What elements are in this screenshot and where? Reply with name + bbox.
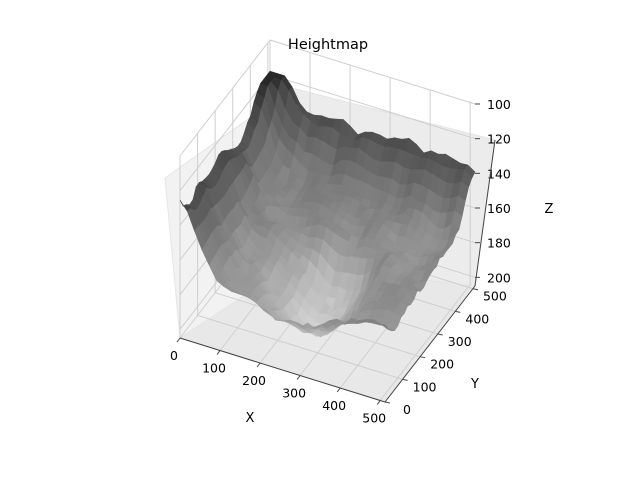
- x-tick-label: 0: [170, 348, 178, 363]
- y-tick-label: 100: [413, 379, 437, 394]
- x-tick-mark: [376, 400, 381, 405]
- x-tick-label: 200: [242, 373, 266, 388]
- x-axis-ticks: 0 100 200 300 400 500: [170, 337, 386, 426]
- x-tick-mark: [296, 375, 301, 380]
- y-tick-label: 0: [403, 402, 411, 417]
- y-tick-mark: [472, 288, 478, 291]
- z-axis-line: [474, 139, 496, 287]
- z-tick-label: 200: [487, 270, 511, 285]
- x-tick-mark: [176, 337, 181, 343]
- x-tick-mark: [336, 387, 341, 393]
- z-tick-label: 120: [487, 132, 511, 147]
- axis-lines: [179, 139, 496, 403]
- x-tick-label: 100: [202, 361, 226, 376]
- x-tick-label: 400: [322, 398, 346, 413]
- chart-title: Heightmap: [288, 37, 368, 53]
- surface-facet: [377, 323, 389, 330]
- y-tick-label: 500: [483, 289, 507, 304]
- z-tick-label: 160: [487, 201, 511, 216]
- x-axis-label: X: [246, 411, 255, 426]
- surface-plot: [179, 70, 476, 338]
- z-axis-ticks: 100 120 140 160 180 200: [475, 97, 511, 285]
- y-tick-label: 400: [465, 311, 489, 326]
- grid-line-z: [179, 39, 476, 157]
- z-tick-label: 100: [487, 97, 511, 112]
- y-tick-label: 300: [448, 334, 472, 349]
- y-tick-mark: [384, 401, 391, 404]
- x-axis-line: [179, 337, 386, 403]
- grid-line-x: [379, 102, 471, 401]
- x-tick-mark: [256, 362, 261, 368]
- z-axis-label: Z: [545, 202, 554, 217]
- y-axis-label: Y: [470, 377, 479, 392]
- z-tick-label: 140: [487, 166, 511, 181]
- y-tick-mark: [455, 310, 461, 313]
- x-tick-mark: [216, 350, 221, 355]
- z-tick-label: 180: [487, 236, 511, 251]
- y-axis-line: [384, 285, 476, 403]
- y-tick-mark: [402, 378, 408, 381]
- y-tick-mark: [437, 333, 443, 336]
- y-tick-mark: [420, 356, 426, 359]
- x-tick-label: 500: [362, 411, 386, 426]
- y-tick-label: 200: [430, 357, 454, 372]
- x-tick-label: 300: [282, 386, 306, 401]
